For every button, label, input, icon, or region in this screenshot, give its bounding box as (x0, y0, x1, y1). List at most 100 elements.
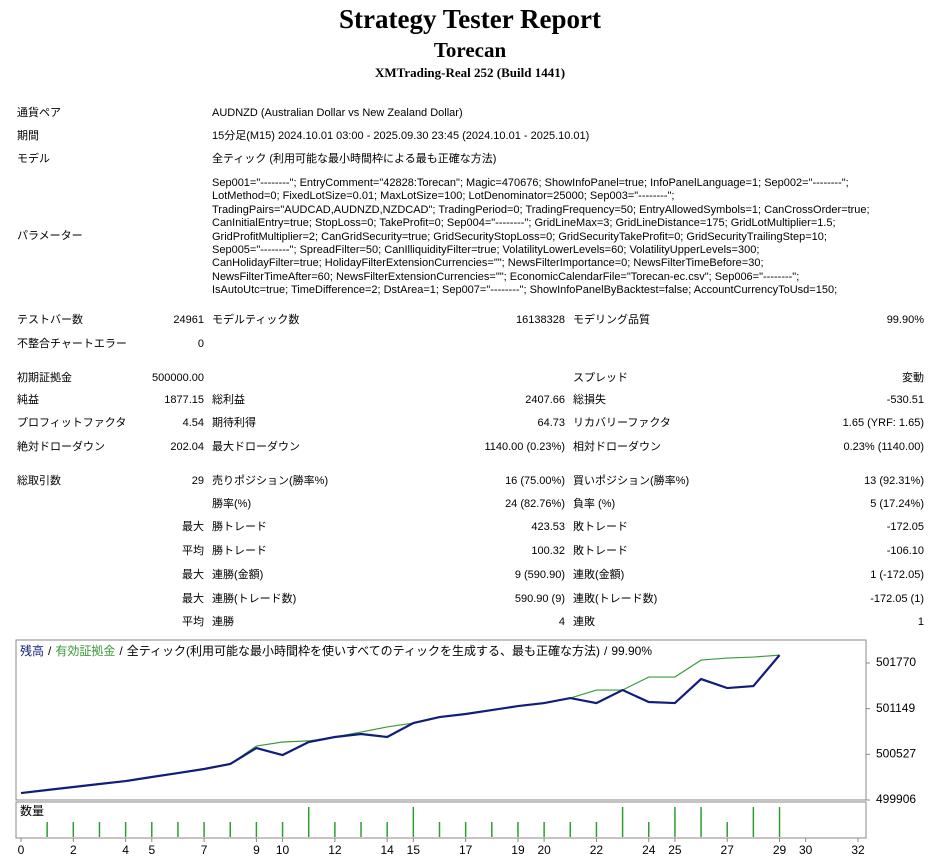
stat-value: 1877.15 (164, 394, 204, 406)
stat-label: 不整合チャートエラー (17, 338, 127, 350)
stat-value: 29 (191, 475, 204, 487)
volume-frame (15, 801, 867, 839)
setting-label: パラメーター (17, 230, 83, 242)
stat-value: 1.65 (YRF: 1.65) (842, 417, 924, 429)
x-tick-label: 20 (537, 843, 551, 857)
stat-label: 総利益 (212, 394, 245, 406)
server-info: XMTrading-Real 252 (Build 1441) (374, 65, 566, 80)
stat-value: 2407.66 (525, 394, 565, 406)
setting-label: 通貨ペア (17, 107, 61, 119)
stat-label: 連敗(トレード数) (573, 593, 658, 605)
stat-label: 勝トレード (212, 521, 267, 533)
stat-label: 相対ドローダウン (573, 441, 661, 453)
stat-value: 0 (197, 338, 204, 350)
stat-label: スプレッド (573, 372, 628, 384)
setting-value: AUDNZD (Australian Dollar vs New Zealand… (212, 107, 463, 119)
stat-value: 1 (-172.05) (870, 569, 924, 581)
stat-value: -530.51 (886, 394, 924, 406)
stat-label: 敗トレード (573, 545, 628, 557)
y-tick-label: 501770 (876, 655, 916, 669)
stat-label: 連敗(金額) (573, 569, 625, 581)
stat-label: 負率 (%) (573, 498, 616, 510)
x-tick-label: 0 (18, 843, 25, 857)
stat-label: 連勝(トレード数) (212, 593, 297, 605)
x-tick-label: 17 (459, 843, 473, 857)
stat-label: 純益 (17, 394, 39, 406)
legend-item: 99.90% (611, 644, 652, 658)
y-tick-label: 500527 (876, 747, 916, 761)
stat-value: -172.05 (886, 521, 924, 533)
stat-value: 4.54 (182, 417, 204, 429)
stat-value: -172.05 (1) (870, 593, 924, 605)
parameter-line: CanHolidayFilter=true; HolidayFilterExte… (212, 257, 764, 270)
stat-value: 平均 (182, 616, 204, 628)
stat-value: 24961 (173, 314, 204, 326)
stat-label: 絶対ドローダウン (17, 441, 105, 453)
x-tick-label: 25 (668, 843, 682, 857)
report-title: Strategy Tester Report (339, 4, 601, 34)
stat-value: 100.32 (531, 545, 565, 557)
x-tick-label: 24 (642, 843, 656, 857)
stat-value: 1 (917, 616, 924, 628)
legend-item: / (604, 644, 608, 658)
stat-value: 423.53 (531, 521, 565, 533)
stat-label: 敗トレード (573, 521, 628, 533)
x-tick-label: 27 (721, 843, 735, 857)
stat-label: 初期証拠金 (17, 372, 72, 384)
stat-value: 最大 (182, 521, 204, 533)
setting-value: 15分足(M15) 2024.10.01 03:00 - 2025.09.30 … (212, 130, 590, 142)
volume-label: 数量 (20, 803, 44, 818)
parameter-line: Sep005="--------"; SpreadFilter=50; CanI… (212, 244, 760, 256)
stat-value: 4 (558, 616, 565, 628)
stat-value: 16138328 (516, 314, 565, 326)
stat-label: 総取引数 (17, 475, 61, 487)
parameter-line: GridProfitMultiplier=2; CanGridSecurity=… (212, 230, 827, 243)
x-tick-label: 4 (122, 843, 129, 857)
parameter-line: IsAutoUtc=true; TimeDifference=2; DstAre… (212, 284, 838, 297)
y-tick-label: 501149 (876, 701, 915, 715)
stat-label: 買いポジション(勝率%) (573, 475, 690, 487)
setting-label: 期間 (17, 130, 39, 142)
parameter-line: LotMethod=0; FixedLotSize=0.01; MaxLotSi… (212, 190, 675, 203)
stat-label: 連勝 (212, 616, 234, 628)
stat-value: 9 (590.90) (514, 569, 565, 581)
balance-line (20, 654, 781, 795)
stat-label: モデルティック数 (212, 314, 300, 326)
parameter-line: NewsFilterTimeAfter=60; NewsFilterExtens… (212, 270, 800, 283)
stat-value: 64.73 (537, 417, 565, 429)
stat-value: 0.23% (1140.00) (843, 441, 924, 453)
stat-label: 期待利得 (212, 417, 256, 429)
stat-label: 最大ドローダウン (212, 441, 300, 453)
stat-value: 99.90% (886, 314, 924, 326)
stat-value: 500000.00 (152, 372, 204, 384)
legend-item: 全ティック(利用可能な最小時間枠を使いすべてのティックを生成する、最も正確な方法… (127, 643, 600, 658)
x-tick-label: 12 (328, 843, 342, 857)
stat-value: 24 (82.76%) (505, 498, 565, 510)
chart-legend: 残高 / 有効証拠金 / 全ティック(利用可能な最小時間枠を使いすべてのティックを生成す… (20, 643, 652, 658)
stat-label: 勝トレード (212, 545, 267, 557)
y-tick-label: 499906 (876, 792, 916, 806)
stat-value: 16 (75.00%) (505, 475, 565, 487)
stat-label: 売りポジション(勝率%) (212, 475, 329, 487)
legend-item: / (119, 644, 123, 658)
stat-value: 1140.00 (0.23%) (484, 441, 565, 453)
stat-value: 変動 (902, 372, 924, 384)
stat-label: 勝率(%) (212, 498, 252, 510)
x-tick-label: 2 (70, 843, 77, 857)
x-tick-label: 22 (590, 843, 604, 857)
x-tick-label: 30 (799, 843, 813, 857)
x-tick-label: 10 (276, 843, 290, 857)
setting-label: モデル (17, 153, 50, 165)
stat-label: 連勝(金額) (212, 569, 264, 581)
stat-value: 5 (17.24%) (870, 498, 924, 510)
x-tick-label: 7 (201, 843, 208, 857)
stat-value: 590.90 (9) (514, 593, 565, 605)
x-tick-label: 29 (773, 843, 787, 857)
stat-label: モデリング品質 (573, 314, 650, 326)
setting-value: 全ティック (利用可能な最小時間枠による最も正確な方法) (212, 153, 497, 165)
chart-frame (15, 639, 867, 801)
legend-item: 残高 (20, 644, 44, 658)
stat-label: テストバー数 (17, 314, 83, 326)
